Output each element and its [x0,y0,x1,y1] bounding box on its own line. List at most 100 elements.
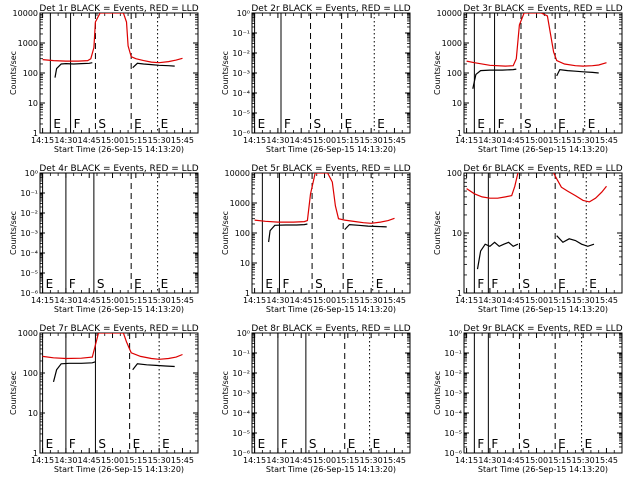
y-tick-label: 10⁻¹ [20,189,38,198]
marker-label: E [373,437,381,451]
x-axis-label: Start Time (26-Sep-15 14:13:20) [478,145,608,154]
events-series-line [556,68,599,77]
plot-frame [251,332,411,454]
y-tick-label: 100 [447,169,462,178]
y-axis-label: Counts/sec [221,371,230,415]
lld-series-line [553,173,607,203]
panel-title: Det 4r BLACK = Events, RED = LLD [39,164,198,174]
x-tick-label: 14:15 [243,296,266,305]
x-tick-label: 14:30 [266,136,289,145]
y-tick-label: 10000 [437,9,462,18]
y-tick-label: 10⁰ [237,329,250,338]
panel-det-7: Det 7r BLACK = Events, RED = LLD 1 10 100 10… [9,324,199,474]
x-tick-label: 14:45 [290,296,313,305]
y-tick-label: 10000 [225,169,250,178]
marker-label: F [477,437,484,451]
x-tick-label: 15:30 [360,136,383,145]
x-tick-label: 14:30 [54,296,77,305]
x-tick-label: 15:00 [525,136,548,145]
marker-label: F [477,277,484,291]
x-tick-label: 14:45 [78,456,101,465]
x-tick-label: 15:00 [525,456,548,465]
marker-label: E [134,277,142,291]
y-tick-label: 10⁰ [237,9,250,18]
y-tick-label: 1 [457,129,462,138]
x-tick-label: 15:00 [313,296,336,305]
marker-label: E [258,117,266,131]
x-tick-label: 15:45 [383,136,406,145]
x-tick-label: 15:30 [148,456,171,465]
x-tick-label: 14:45 [502,296,525,305]
marker-label: E [558,117,566,131]
y-axis-label: Counts/sec [221,51,230,95]
plot-frame [39,172,199,294]
marker-label: E [161,117,169,131]
x-tick-label: 15:30 [360,296,383,305]
y-tick-label: 10⁰ [449,329,462,338]
marker-label: E [558,437,566,451]
x-tick-label: 15:00 [101,296,124,305]
events-series-line [132,363,175,371]
plot-frame [463,172,623,294]
x-axis-label: Start Time (26-Sep-15 14:13:20) [54,465,184,474]
marker-label: S [98,437,106,451]
x-tick-label: 15:15 [124,136,147,145]
y-tick-label: 10⁻⁵ [232,429,250,438]
x-tick-label: 15:15 [548,456,571,465]
y-tick-label: 100 [23,69,38,78]
lld-series-line [466,13,607,67]
x-tick-label: 14:45 [78,296,101,305]
y-tick-label: 10⁻² [444,369,462,378]
marker-label: F [498,117,505,131]
marker-label: S [315,277,323,291]
y-tick-label: 10 [28,99,38,108]
y-tick-label: 10⁻¹ [444,349,462,358]
marker-label: F [284,117,291,131]
marker-label: E [162,437,170,451]
x-axis-label: Start Time (26-Sep-15 14:13:20) [478,305,608,314]
x-tick-label: 15:45 [595,136,618,145]
panel-title: Det 2r BLACK = Events, RED = LLD [251,4,410,14]
x-tick-label: 14:15 [243,456,266,465]
marker-label: E [585,437,593,451]
y-tick-label: 100 [447,69,462,78]
marker-label: E [588,117,596,131]
marker-label: F [69,437,76,451]
x-tick-label: 14:15 [455,456,478,465]
x-tick-label: 14:30 [478,296,501,305]
marker-label: S [97,277,105,291]
x-tick-label: 14:45 [502,136,525,145]
x-axis-label: Start Time (26-Sep-15 14:13:20) [54,145,184,154]
x-tick-label: 15:15 [124,456,147,465]
events-series-line [54,62,93,78]
marker-label: S [314,117,322,131]
lld-series-line [42,333,183,360]
panel-det-8: Det 8r BLACK = Events, RED = LLD 10⁻⁶ 10⁻⁵… [221,324,411,474]
y-tick-label: 10⁻² [232,369,250,378]
y-tick-label: 10⁻⁴ [232,409,250,418]
y-tick-label: 10⁻² [232,49,250,58]
marker-label: E [376,277,384,291]
marker-label: S [524,117,532,131]
x-tick-label: 14:15 [455,296,478,305]
y-tick-label: 10⁻² [20,209,38,218]
marker-label: E [377,117,385,131]
panel-det-5: Det 5r BLACK = Events, RED = LLD 1 10 100 10… [221,164,411,314]
x-tick-label: 14:30 [54,456,77,465]
y-axis-label: Counts/sec [433,51,442,95]
events-series-line [476,241,519,270]
y-tick-label: 10⁻³ [232,69,250,78]
y-tick-label: 10 [452,229,462,238]
marker-label: E [558,277,566,291]
x-tick-label: 15:30 [148,296,171,305]
y-tick-label: 10⁻⁶ [232,129,250,138]
y-tick-label: 10⁰ [25,169,38,178]
marker-label: F [491,437,498,451]
x-tick-label: 15:00 [313,456,336,465]
panel-det-9: Det 9r BLACK = Events, RED = LLD 10⁻⁶ 10⁻⁵… [433,324,623,474]
x-tick-label: 14:45 [502,456,525,465]
y-tick-label: 10⁻⁴ [444,409,462,418]
x-tick-label: 15:45 [595,296,618,305]
y-tick-label: 10⁻¹ [232,349,250,358]
